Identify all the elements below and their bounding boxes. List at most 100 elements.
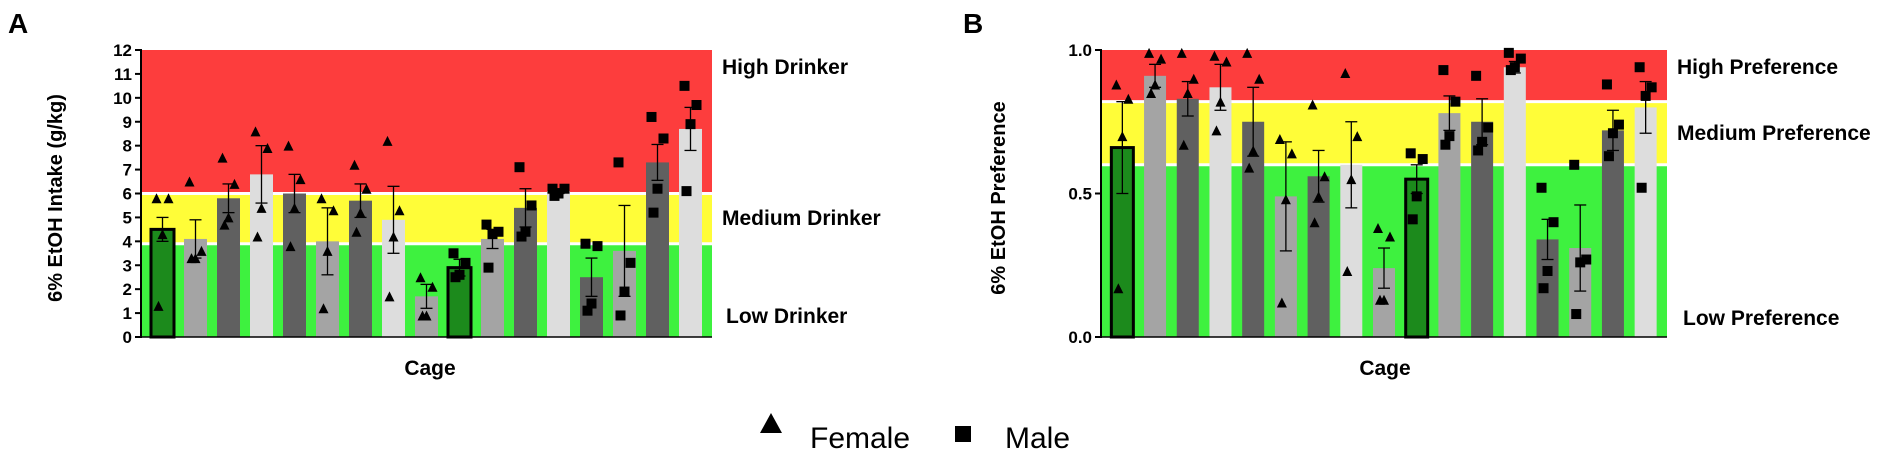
panel-b-y-axis-label: 6% EtOH Preference [988, 101, 1010, 294]
panel-b-point-female [1182, 88, 1193, 99]
panel-b-zone-label-low: Low Preference [1683, 307, 1839, 330]
panel-b-point-female [1313, 191, 1324, 202]
panel-a-point-male [493, 226, 504, 237]
panel-b-point-male [1405, 148, 1416, 159]
panel-b-point-female [1144, 47, 1155, 58]
panel-a-point-male [619, 286, 630, 297]
panel-a-point-male [483, 262, 494, 273]
panel-a-point-male [648, 207, 659, 218]
panel-a-y-tick-label: 11 [114, 65, 132, 84]
panel-b-point-male [1569, 159, 1580, 170]
panel-b-point-female [1188, 73, 1199, 84]
panel-b-point-male [1473, 145, 1484, 156]
panel-a-point-male [448, 248, 459, 259]
panel-a-point-male [679, 80, 690, 91]
panel-a-bars [149, 80, 702, 339]
legend-female-marker [760, 413, 782, 433]
panel-a-point-male [646, 111, 657, 122]
panel-a-point-female [283, 140, 294, 151]
panel-a-point-female [163, 193, 174, 204]
panel-b-zone-label-high: High Preference [1677, 56, 1838, 79]
panel-a-point-female [427, 281, 438, 292]
panel-a-y-tick-label: 12 [113, 41, 132, 60]
panel-b-point-male [1640, 90, 1651, 101]
panel-b-y-tick-label: 0.0 [1068, 328, 1092, 347]
panel-b-y-tick-label: 1.0 [1068, 41, 1092, 60]
panel-b-point-female [1286, 148, 1297, 159]
panel-b-point-male [1646, 82, 1657, 93]
panel-a-bar [646, 162, 669, 337]
panel-a-point-female [184, 176, 195, 187]
panel-b-point-female [1309, 217, 1320, 228]
panel-a-y-tick-label: 2 [123, 280, 132, 299]
panel-a-point-female [153, 300, 164, 311]
panel-b-point-male [1542, 265, 1553, 276]
panel-a-point-male [580, 238, 591, 249]
panel-b-bar [1242, 121, 1265, 337]
panel-a-point-female [415, 272, 426, 283]
panel-a-point-male [615, 310, 626, 321]
panel-b: B 0.0 0.5 1.0 High Preference Medium Prefe… [963, 8, 1871, 380]
panel-b-point-female [1352, 131, 1363, 142]
panel-b-point-female [1146, 88, 1157, 99]
panel-a-zone-label-low: Low Drinker [726, 305, 847, 328]
panel-b-point-male [1407, 214, 1418, 225]
panel-a-point-male [481, 219, 492, 230]
panel-a-point-male [549, 190, 560, 201]
panel-b-point-male [1538, 283, 1549, 294]
legend-female-label: Female [810, 422, 910, 455]
panel-a-point-female [417, 310, 428, 321]
panel-b-point-female [1221, 56, 1232, 67]
panel-a-point-female [351, 226, 362, 237]
panel-a-point-male [652, 183, 663, 194]
panel-a-y-tick-label: 6 [123, 185, 132, 204]
panel-b-point-male [1603, 151, 1614, 162]
panel-b-point-female [1373, 222, 1383, 233]
panel-b-bar [1601, 130, 1624, 337]
panel-b-point-female [1248, 145, 1259, 156]
panel-a-zone-label-high: High Drinker [722, 56, 848, 79]
panel-b-point-male [1581, 254, 1592, 265]
panel-a-y-tick-label: 9 [123, 113, 132, 132]
panel-b-bar [1144, 75, 1167, 337]
panel-b-point-male [1438, 65, 1449, 76]
panel-a-point-female [223, 212, 234, 223]
panel-a-bar [481, 238, 504, 337]
panel-b-bar [1634, 107, 1657, 338]
panel-b-point-male [1575, 257, 1586, 268]
panel-b-point-male [1571, 309, 1582, 320]
panel-b-point-female [1113, 283, 1124, 294]
panel-b-point-male [1536, 182, 1547, 193]
panel-a-point-male [516, 231, 527, 242]
panel-a-point-male [460, 257, 471, 268]
panel-b-point-female [1215, 96, 1226, 107]
panel-b-point-male [1601, 79, 1612, 90]
panel-b-bar [1404, 177, 1430, 339]
panel-b-point-female [1176, 47, 1187, 58]
panel-a-point-female [256, 202, 267, 213]
panel-a-x-axis-label: Cage [404, 357, 455, 380]
panel-a-point-female [157, 229, 168, 240]
panel-b-point-female [1117, 131, 1128, 142]
panel-a-point-female [186, 253, 197, 264]
panel-b-point-male [1450, 96, 1461, 107]
panel-a-letter: A [8, 8, 28, 39]
panel-b-point-female [1111, 79, 1122, 90]
panel-b-x-axis-label: Cage [1359, 357, 1410, 380]
panel-b-point-female [1346, 174, 1357, 185]
panel-a-point-female [361, 183, 372, 194]
panel-b-point-male [1634, 62, 1645, 73]
panel-b-point-female [1242, 47, 1253, 58]
panel-b-bars [1109, 47, 1657, 339]
panel-a-point-female [394, 205, 405, 216]
panel-b-point-male [1471, 70, 1482, 81]
panel-a-point-female [151, 193, 162, 204]
panel-b-bar [1471, 121, 1494, 337]
panel-a-point-female [355, 207, 366, 218]
panel-a-point-female [285, 241, 296, 252]
panel-b-point-female [1254, 73, 1265, 84]
panel-b-bar [1209, 87, 1232, 337]
panel-b-point-male [1411, 191, 1422, 202]
